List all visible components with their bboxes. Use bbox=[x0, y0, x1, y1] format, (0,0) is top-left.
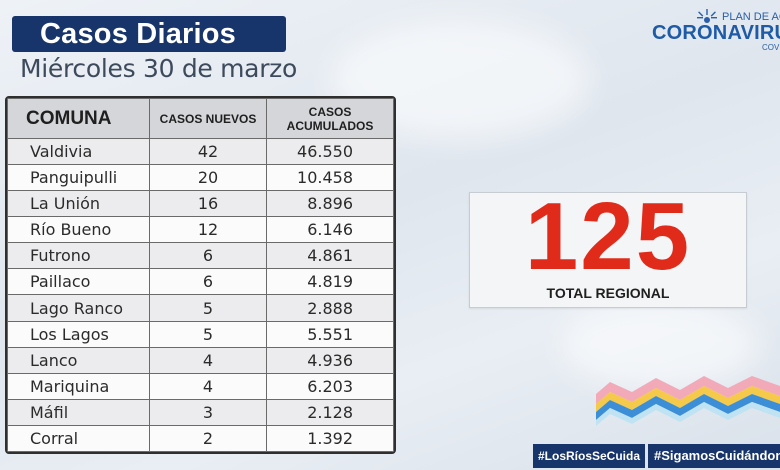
table-row: Futrono 6 4.861 bbox=[7, 242, 394, 270]
cell-casos-nuevos: 12 bbox=[149, 216, 267, 244]
column-header-acumulados: CASOS ACUMULADOS bbox=[266, 98, 394, 139]
column-header-acumulados-line1: CASOS bbox=[308, 104, 352, 119]
cell-comuna: Lago Ranco bbox=[7, 294, 150, 322]
cell-comuna: Corral bbox=[7, 424, 150, 452]
cell-comuna: Máfil bbox=[7, 398, 150, 426]
cell-comuna: Futrono bbox=[7, 242, 150, 270]
government-logo: PLAN DE ACC CORONAVIRU COVI bbox=[652, 6, 780, 54]
cell-casos-nuevos: 20 bbox=[149, 164, 267, 192]
cell-comuna: La Unión bbox=[7, 190, 150, 218]
table-row: La Unión 16 8.896 bbox=[7, 190, 394, 218]
column-header-acumulados-line2: ACUMULADOS bbox=[286, 118, 374, 133]
decorative-waves-graphic bbox=[596, 376, 780, 426]
cell-casos-acumulados: 4.861 bbox=[266, 242, 394, 270]
table-row: Valdivia 42 46.550 bbox=[7, 137, 394, 166]
cell-casos-acumulados: 2.128 bbox=[266, 398, 394, 426]
cell-casos-nuevos: 4 bbox=[149, 346, 267, 374]
logo-name: CORONAVIRU bbox=[652, 22, 780, 44]
table-row: Los Lagos 5 5.551 bbox=[7, 320, 394, 348]
total-regional-card: 125 TOTAL REGIONAL bbox=[469, 187, 747, 308]
cell-casos-nuevos: 16 bbox=[149, 190, 267, 218]
hashtag-sigamos: #SigamosCuidándonos bbox=[648, 444, 780, 468]
cell-casos-nuevos: 3 bbox=[149, 398, 267, 426]
cell-casos-acumulados: 6.146 bbox=[266, 216, 394, 244]
star-logo-icon bbox=[697, 9, 717, 23]
cases-table: COMUNA CASOS NUEVOS CASOS ACUMULADOS Val… bbox=[5, 96, 396, 454]
table-header-row: COMUNA CASOS NUEVOS CASOS ACUMULADOS bbox=[7, 98, 394, 139]
logo-plan-text: PLAN DE ACC bbox=[722, 11, 780, 23]
cell-casos-acumulados: 4.819 bbox=[266, 268, 394, 296]
cell-casos-nuevos: 6 bbox=[149, 242, 267, 270]
cell-casos-acumulados: 2.888 bbox=[266, 294, 394, 322]
logo-sub-text: COVI bbox=[762, 43, 780, 52]
table-row: Máfil 3 2.128 bbox=[7, 398, 394, 426]
cell-casos-acumulados: 10.458 bbox=[266, 164, 394, 192]
cell-casos-acumulados: 1.392 bbox=[266, 424, 394, 452]
column-header-comuna: COMUNA bbox=[7, 98, 150, 139]
cell-comuna: Río Bueno bbox=[7, 216, 150, 244]
cell-casos-acumulados: 46.550 bbox=[266, 137, 394, 166]
cell-casos-nuevos: 5 bbox=[149, 294, 267, 322]
cell-casos-acumulados: 4.936 bbox=[266, 346, 394, 374]
table-row: Lago Ranco 5 2.888 bbox=[7, 294, 394, 322]
date-subtitle: Miércoles 30 de marzo bbox=[20, 54, 297, 83]
cell-casos-acumulados: 8.896 bbox=[266, 190, 394, 218]
cell-comuna: Panguipulli bbox=[7, 164, 150, 192]
cell-comuna: Paillaco bbox=[7, 268, 150, 296]
cell-comuna: Los Lagos bbox=[7, 320, 150, 348]
table-row: Corral 2 1.392 bbox=[7, 424, 394, 452]
cell-casos-nuevos: 4 bbox=[149, 372, 267, 400]
table-row: Panguipulli 20 10.458 bbox=[7, 164, 394, 192]
table-row: Mariquina 4 6.203 bbox=[7, 372, 394, 400]
background-cloud bbox=[560, 300, 760, 390]
cell-casos-nuevos: 6 bbox=[149, 268, 267, 296]
page-title: Casos Diarios bbox=[12, 16, 286, 52]
cell-casos-acumulados: 6.203 bbox=[266, 372, 394, 400]
table-row: Río Bueno 12 6.146 bbox=[7, 216, 394, 244]
table-row: Lanco 4 4.936 bbox=[7, 346, 394, 374]
total-regional-label: TOTAL REGIONAL bbox=[546, 285, 670, 301]
cell-casos-nuevos: 42 bbox=[149, 137, 267, 166]
cell-casos-acumulados: 5.551 bbox=[266, 320, 394, 348]
cell-casos-nuevos: 5 bbox=[149, 320, 267, 348]
cell-casos-nuevos: 2 bbox=[149, 424, 267, 452]
column-header-nuevos: CASOS NUEVOS bbox=[149, 98, 267, 139]
table-row: Paillaco 6 4.819 bbox=[7, 268, 394, 296]
cell-comuna: Mariquina bbox=[7, 372, 150, 400]
cell-comuna: Valdivia bbox=[7, 137, 150, 166]
total-regional-value: 125 bbox=[524, 183, 692, 290]
hashtag-losrios: #LosRíosSeCuida bbox=[533, 444, 645, 468]
cell-comuna: Lanco bbox=[7, 346, 150, 374]
